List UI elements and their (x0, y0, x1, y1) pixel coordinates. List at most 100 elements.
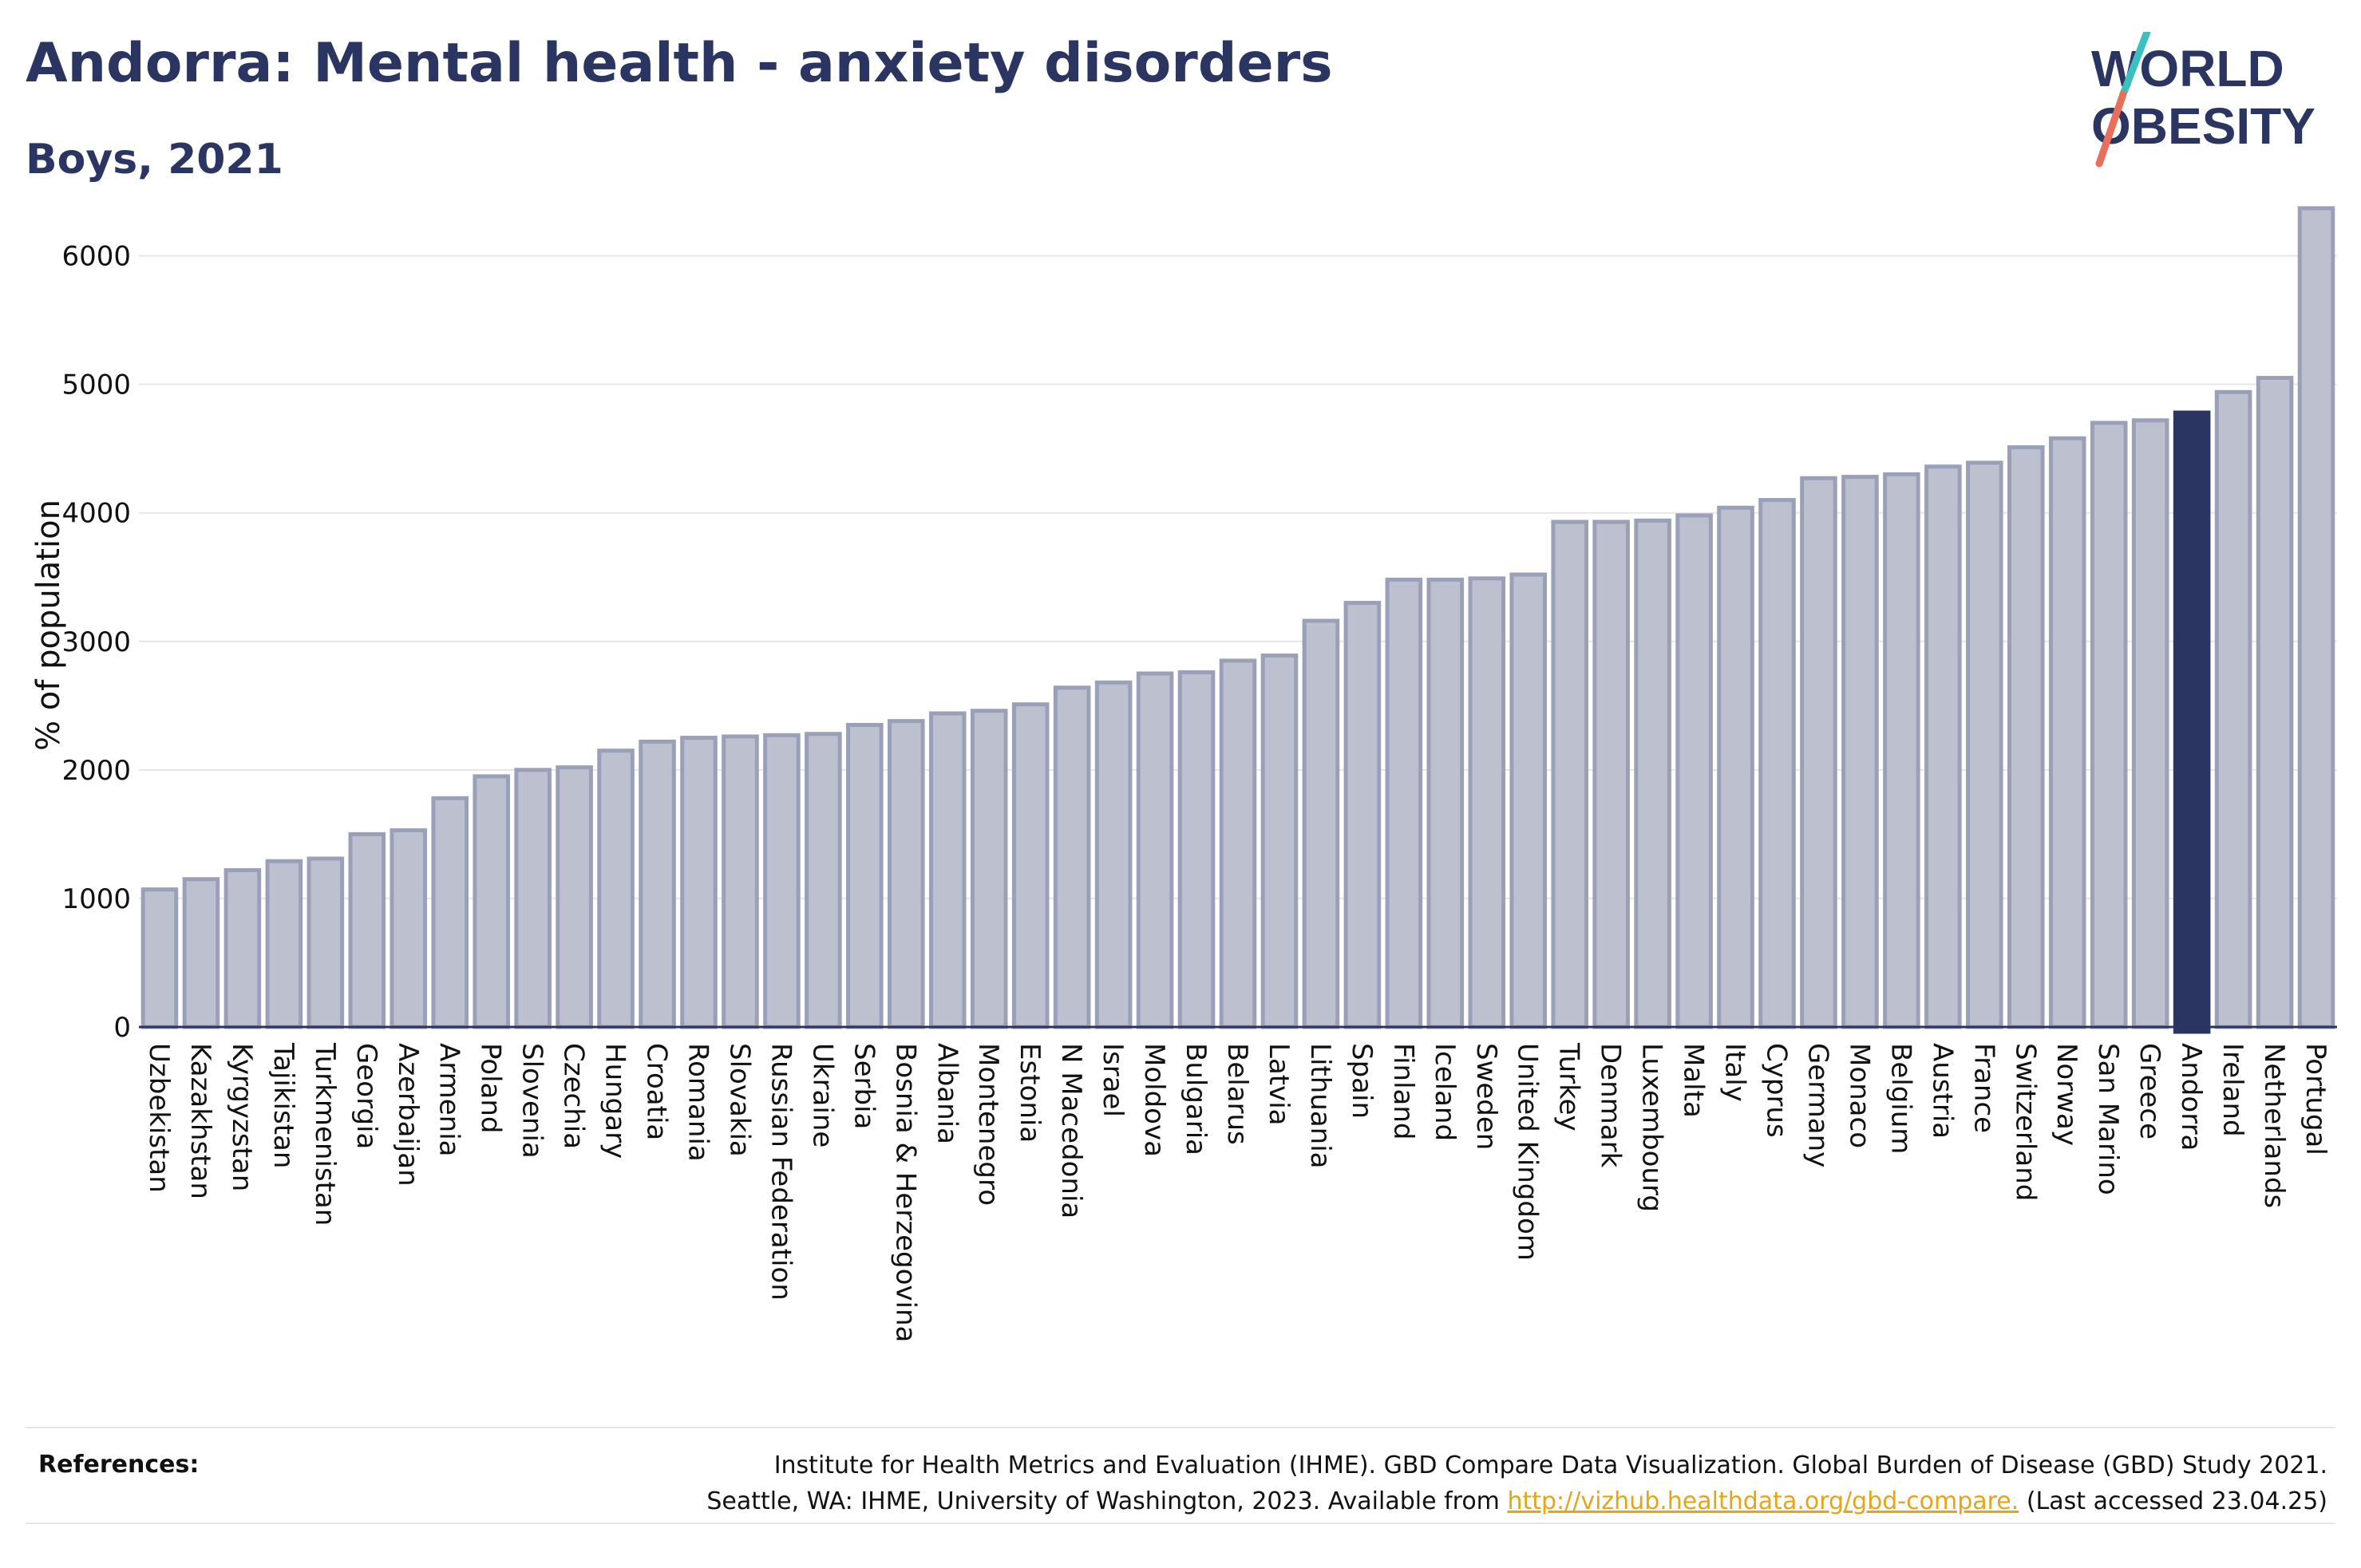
x-tick-label: Belgium (1884, 1043, 1916, 1154)
bar-montenegro (970, 709, 1008, 1029)
bar-armenia (431, 796, 469, 1029)
bar-czechia (556, 765, 593, 1029)
x-tick-label: Tajikistan (267, 1042, 299, 1168)
bar-poland (473, 774, 510, 1029)
x-tick-label: Czechia (558, 1043, 590, 1149)
bar-switzerland (2007, 445, 2045, 1029)
bar-andorra (2173, 410, 2211, 1034)
x-tick-label: Norway (2051, 1043, 2082, 1146)
y-tick-label: 1000 (61, 883, 131, 915)
bar-bulgaria (1177, 669, 1216, 1029)
x-axis-ticks: Uzbekistan Kazakhstan Kyrgyzstan Tajikistan… (143, 1042, 2331, 1342)
bar-ireland (2214, 389, 2252, 1029)
x-tick-label: Turkmenistan (309, 1042, 341, 1226)
bar-netherlands (2256, 376, 2294, 1029)
bar-kazakhstan (182, 877, 220, 1029)
x-tick-label: Montenegro (972, 1043, 1004, 1206)
bars (140, 206, 2335, 1034)
logo-word-2: OBESITY (2091, 97, 2316, 155)
bar-uzbekistan (140, 887, 179, 1029)
x-tick-label: France (1968, 1043, 1999, 1133)
bar-serbia (846, 722, 884, 1029)
x-tick-label: Ukraine (806, 1043, 838, 1147)
world-obesity-logo: WORLD OBESITY (2091, 32, 2316, 168)
reference-line-2-pre: Seattle, WA: IHME, University of Washing… (706, 1487, 1508, 1515)
bar-malta (1675, 513, 1713, 1029)
bar-kyrgyzstan (223, 867, 262, 1029)
x-tick-label: United Kingdom (1512, 1043, 1544, 1261)
bar-azerbaijan (390, 828, 428, 1029)
x-tick-label: Armenia (433, 1043, 465, 1157)
bar-georgia (348, 831, 386, 1029)
footer-divider-top (26, 1427, 2335, 1428)
bar-greece (2131, 418, 2169, 1029)
bar-italy (1717, 505, 1754, 1029)
bar-chart: 0 1000 2000 3000 4000 5000 6000 Uzbekistan Kaza… (30, 206, 2337, 1342)
bar-ukraine (805, 732, 842, 1029)
bar-estonia (1011, 702, 1050, 1029)
bar-belarus (1219, 658, 1257, 1029)
x-tick-label: Cyprus (1761, 1043, 1793, 1138)
y-tick-label: 2000 (61, 755, 131, 787)
x-tick-label: Monaco (1843, 1043, 1875, 1148)
x-tick-label: Kyrgyzstan (226, 1043, 258, 1191)
x-tick-label: Romania (682, 1043, 714, 1162)
footer-divider-bottom (26, 1523, 2335, 1524)
x-tick-label: Georgia (350, 1043, 382, 1149)
bar-slovenia (514, 768, 552, 1029)
bar-albania (928, 711, 967, 1029)
bar-finland (1385, 577, 1423, 1029)
bar-latvia (1260, 653, 1299, 1029)
x-tick-label: Albania (931, 1043, 963, 1144)
y-tick-label: 5000 (61, 369, 131, 401)
x-tick-label: Israel (1097, 1043, 1129, 1117)
bar-iceland (1426, 577, 1465, 1029)
bar-germany (1800, 476, 1837, 1029)
bar-belgium (1883, 472, 1920, 1029)
x-tick-label: Slovakia (723, 1043, 755, 1157)
x-tick-label: Estonia (1014, 1043, 1046, 1143)
bar-luxembourg (1634, 518, 1671, 1029)
bar-france (1966, 460, 2003, 1029)
x-tick-label: Slovenia (516, 1043, 548, 1159)
x-tick-label: Belarus (1221, 1043, 1253, 1145)
reference-line-2-post: (Last accessed 23.04.25) (2019, 1487, 2327, 1515)
bar-turkmenistan (306, 856, 345, 1029)
x-tick-label: Kazakhstan (184, 1043, 216, 1199)
reference-link[interactable]: http://vizhub.healthdata.org/gbd-compare… (1507, 1487, 2019, 1515)
logo-slash-teal-icon (2119, 32, 2151, 98)
bar-portugal (2297, 206, 2335, 1029)
x-tick-label: Luxembourg (1636, 1043, 1668, 1212)
bar-turkey (1551, 519, 1588, 1029)
x-tick-label: Ireland (2217, 1043, 2248, 1137)
x-tick-label: Spain (1346, 1043, 1378, 1119)
bar-lithuania (1302, 618, 1340, 1029)
bar-tajikistan (265, 859, 303, 1029)
bar-denmark (1592, 519, 1630, 1029)
bar-cyprus (1758, 498, 1796, 1029)
x-tick-label: Netherlands (2258, 1043, 2290, 1208)
bar-norway (2048, 436, 2086, 1029)
bar-slovakia (722, 734, 759, 1029)
y-tick-label: 4000 (61, 498, 131, 530)
bar-romania (680, 736, 718, 1029)
x-tick-label: Poland (475, 1043, 507, 1134)
x-tick-label: Denmark (1595, 1043, 1627, 1168)
x-tick-label: Sweden (1470, 1043, 1502, 1150)
x-tick-label: Bosnia & Herzegovina (889, 1043, 921, 1342)
reference-line-1: Institute for Health Metrics and Evaluat… (773, 1451, 2327, 1479)
x-tick-label: Malta (1678, 1043, 1710, 1118)
bar-croatia (639, 739, 676, 1029)
x-tick-label: Finland (1387, 1043, 1419, 1140)
references-label: References: (38, 1451, 200, 1479)
x-tick-label: San Marino (2092, 1043, 2124, 1195)
x-tick-label: Hungary (599, 1043, 631, 1159)
reference-line-2: Seattle, WA: IHME, University of Washing… (571, 1483, 2327, 1519)
bar-hungary (597, 748, 635, 1029)
x-tick-label: Greece (2134, 1043, 2165, 1139)
x-tick-label: Portugal (2300, 1043, 2331, 1155)
x-tick-label: Serbia (848, 1043, 880, 1129)
logo-slash-coral-icon (2095, 90, 2127, 168)
bar-san-marino (2090, 421, 2128, 1029)
bar-israel (1094, 680, 1133, 1029)
